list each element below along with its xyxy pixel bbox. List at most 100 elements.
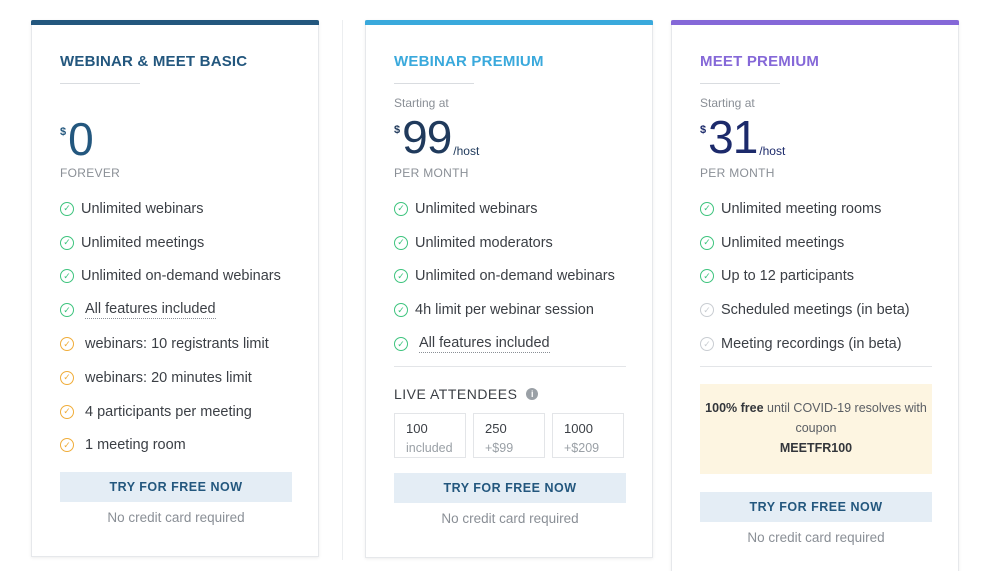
feature-list: ✓ Unlimited meeting rooms ✓ Unlimited meet…	[700, 192, 940, 361]
tier-count: 250	[485, 421, 507, 436]
title-underline	[394, 83, 474, 84]
info-icon[interactable]: i	[526, 388, 539, 400]
check-circle-icon: ✓	[394, 269, 408, 284]
price-period: FOREVER	[60, 166, 121, 180]
plan-title: MEET PREMIUM	[700, 53, 820, 70]
promo-coupon-code: MEETFR100	[779, 441, 853, 455]
price-period: PER MONTH	[700, 166, 775, 180]
currency-symbol: $	[60, 126, 67, 138]
feature-text: Scheduled meetings (in beta)	[721, 302, 910, 319]
limit-circle-icon: ✓	[60, 404, 74, 419]
plan-card-meet-premium: MEET PREMIUM Starting at $ 31 /host PER …	[671, 20, 959, 571]
card-accent-bar	[671, 20, 959, 25]
check-circle-icon: ✓	[394, 235, 408, 250]
limit-circle-icon: ✓	[60, 438, 74, 453]
card-accent-bar	[31, 20, 319, 25]
plan-card-webinar-premium: WEBINAR PREMIUM Starting at $ 99 /host P…	[365, 20, 653, 558]
attendee-tier-selector: 100 included 250 +$99 1000 +$209	[394, 413, 624, 458]
price-amount: 99	[402, 111, 452, 163]
currency-symbol: $	[394, 124, 401, 136]
beta-check-circle-icon: ✓	[700, 337, 714, 352]
plan-title: WEBINAR PREMIUM	[394, 53, 544, 70]
price-amount: 0	[68, 113, 94, 165]
limit-circle-icon: ✓	[60, 337, 74, 352]
tier-price: +$99	[485, 441, 514, 455]
feature-text: webinars: 20 minutes limit	[85, 369, 252, 386]
feature-item: ✓ 1 meeting room	[60, 429, 300, 463]
feature-item: ✓ webinars: 20 minutes limit	[60, 361, 300, 395]
tier-count: 1000	[564, 421, 593, 436]
feature-text: Unlimited on-demand webinars	[81, 268, 281, 285]
feature-item: ✓ Meeting recordings (in beta)	[700, 327, 940, 361]
try-free-button[interactable]: TRY FOR FREE NOW	[700, 492, 932, 522]
currency-symbol: $	[700, 124, 707, 136]
tier-count: 100	[406, 421, 428, 436]
section-divider	[394, 366, 626, 367]
starting-at-label: Starting at	[700, 96, 755, 110]
feature-item: ✓ Unlimited webinars	[394, 192, 634, 226]
feature-text: Unlimited on-demand webinars	[415, 268, 615, 285]
beta-check-circle-icon: ✓	[700, 303, 714, 318]
feature-item: ✓ 4h limit per webinar session	[394, 293, 634, 327]
check-circle-icon: ✓	[700, 235, 714, 250]
check-circle-icon: ✓	[60, 201, 74, 216]
no-credit-card-note: No credit card required	[747, 530, 885, 545]
tier-price: +$209	[564, 441, 600, 455]
feature-tooltip-link[interactable]: All features included	[85, 301, 216, 320]
covid-promo-box: 100% free until COVID-19 resolves with c…	[700, 384, 932, 474]
feature-text: 4 participants per meeting	[85, 403, 252, 420]
check-circle-icon: ✓	[60, 303, 74, 318]
check-circle-icon: ✓	[60, 269, 74, 284]
title-underline	[60, 83, 140, 84]
price-amount: 31	[708, 111, 758, 163]
feature-text: 4h limit per webinar session	[415, 302, 594, 319]
card-accent-bar	[365, 20, 653, 25]
plan-price: $ 0	[60, 113, 94, 165]
try-free-button[interactable]: TRY FOR FREE NOW	[60, 472, 292, 502]
plan-card-basic: WEBINAR & MEET BASIC $ 0 FOREVER ✓ Unlimi…	[31, 20, 319, 557]
feature-item: ✓ Unlimited on-demand webinars	[394, 260, 634, 294]
section-divider	[700, 366, 932, 367]
feature-text: 1 meeting room	[85, 437, 186, 454]
feature-tooltip-link[interactable]: All features included	[419, 335, 550, 354]
feature-item: ✓ Scheduled meetings (in beta)	[700, 293, 940, 327]
feature-text: Unlimited moderators	[415, 234, 553, 251]
limit-circle-icon: ✓	[60, 370, 74, 385]
feature-item: ✓ Unlimited meetings	[60, 226, 300, 260]
live-attendees-label: LIVE ATTENDEES i	[394, 386, 539, 402]
price-unit: /host	[759, 144, 786, 158]
title-underline	[700, 83, 780, 84]
feature-text: Meeting recordings (in beta)	[721, 336, 902, 353]
feature-item: ✓ Unlimited meetings	[700, 226, 940, 260]
attendee-tier-option[interactable]: 1000 +$209	[552, 413, 624, 458]
try-free-button[interactable]: TRY FOR FREE NOW	[394, 473, 626, 503]
feature-text: Unlimited webinars	[415, 200, 538, 217]
feature-list: ✓ Unlimited webinars ✓ Unlimited meetings …	[60, 192, 300, 462]
promo-text: 100% free until COVID-19 resolves with c…	[700, 398, 932, 438]
starting-at-label: Starting at	[394, 96, 449, 110]
feature-text: Up to 12 participants	[721, 268, 854, 285]
tier-price: included	[406, 441, 453, 455]
feature-text: Unlimited meeting rooms	[721, 200, 882, 217]
attendee-tier-option[interactable]: 100 included	[394, 413, 466, 458]
check-circle-icon: ✓	[700, 201, 714, 216]
plan-title: WEBINAR & MEET BASIC	[60, 53, 248, 70]
feature-item: ✓ All features included	[60, 293, 300, 327]
feature-text: Unlimited meetings	[721, 234, 845, 251]
check-circle-icon: ✓	[394, 337, 408, 352]
feature-text: webinars: 10 registrants limit	[85, 336, 269, 353]
no-credit-card-note: No credit card required	[441, 511, 579, 526]
feature-item: ✓ All features included	[394, 327, 634, 361]
column-divider	[342, 20, 343, 560]
price-period: PER MONTH	[394, 166, 469, 180]
attendee-tier-option[interactable]: 250 +$99	[473, 413, 545, 458]
feature-item: ✓ Unlimited webinars	[60, 192, 300, 226]
feature-item: ✓ Unlimited meeting rooms	[700, 192, 940, 226]
no-credit-card-note: No credit card required	[107, 510, 245, 525]
check-circle-icon: ✓	[394, 303, 408, 318]
check-circle-icon: ✓	[700, 269, 714, 284]
plan-price: $ 99 /host	[394, 112, 479, 162]
feature-text: Unlimited webinars	[81, 200, 204, 217]
check-circle-icon: ✓	[394, 201, 408, 216]
promo-description: until COVID-19 resolves with coupon	[763, 401, 927, 435]
